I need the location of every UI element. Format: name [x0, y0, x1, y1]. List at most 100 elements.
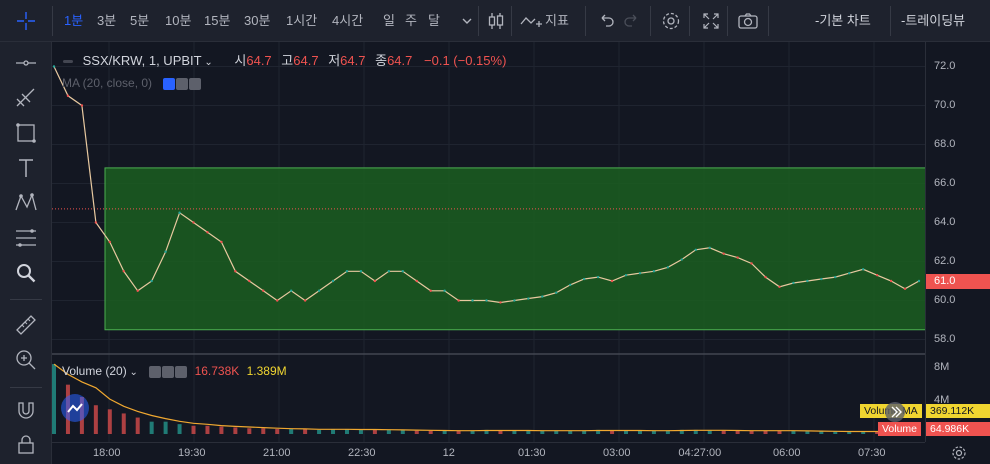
tradingview-logo-icon[interactable]: [60, 393, 90, 423]
time-tick-label: 19:30: [178, 447, 206, 459]
settings-gear-icon[interactable]: [659, 9, 683, 33]
volume-indicator-legend: Volume (20) ⌄ 16.738K 1.389M: [62, 364, 287, 378]
basic-chart-button[interactable]: -기본 차트: [815, 13, 871, 28]
close-icon[interactable]: [175, 365, 188, 378]
volume-bar: [442, 430, 447, 434]
horizontal-line-tool-icon[interactable]: [13, 50, 39, 76]
undo-icon[interactable]: [594, 9, 618, 33]
volume-bar: [107, 409, 112, 434]
time-axis[interactable]: 18:00 19:30 21:00 22:30 12 01:30 03:00 04:27:00…: [52, 442, 925, 464]
volume-indicator-label[interactable]: Volume (20): [62, 364, 127, 378]
price-tick-label: 64.0: [934, 215, 956, 228]
redo-icon[interactable]: [620, 9, 644, 33]
price-point: [861, 268, 865, 271]
price-point: [94, 221, 98, 224]
chevron-down-icon[interactable]: ⌄: [201, 57, 213, 68]
rectangle-tool-icon[interactable]: [13, 120, 39, 146]
visibility-eye-icon[interactable]: [163, 77, 176, 90]
interval-tab[interactable]: 15분: [204, 13, 231, 28]
interval-tab[interactable]: 5분: [130, 13, 150, 28]
price-point: [429, 289, 432, 292]
text-tool-icon[interactable]: [13, 155, 39, 181]
chart-settings-gear-icon[interactable]: [950, 444, 968, 462]
interval-tab[interactable]: 일: [383, 13, 395, 28]
brush-tool-icon[interactable]: [13, 85, 39, 111]
interval-tab[interactable]: 4시간: [332, 13, 364, 28]
price-point: [248, 279, 251, 283]
tradingview-button[interactable]: -트레이딩뷰: [901, 13, 966, 28]
volume-bar: [470, 430, 475, 434]
price-point: [652, 270, 656, 273]
toolbar-divider: [10, 299, 42, 300]
interval-tab[interactable]: 10분: [165, 13, 192, 28]
volume-bar: [358, 429, 363, 434]
price-point: [582, 277, 586, 281]
interval-tab[interactable]: 1시간: [286, 13, 318, 28]
price-point: [317, 289, 321, 292]
fib-retracement-tool-icon[interactable]: [13, 225, 39, 251]
volume-bar: [679, 429, 684, 434]
indicators-icon[interactable]: [519, 9, 543, 33]
volume-tick-label: 4M: [934, 394, 950, 407]
price-chart-canvas[interactable]: [52, 42, 925, 442]
price-point: [638, 272, 642, 275]
range-box-drawing: [104, 167, 925, 331]
volume-bar: [554, 430, 559, 434]
candles-icon[interactable]: [484, 9, 508, 33]
settings-gear-icon[interactable]: [162, 365, 175, 378]
crosshair-icon[interactable]: [14, 9, 38, 33]
volume-ma-value: 1.389M: [246, 364, 287, 378]
toolbar-divider: [650, 6, 651, 36]
interval-tab[interactable]: 주: [405, 13, 417, 28]
close-icon[interactable]: [189, 77, 202, 90]
toolbar-divider: [585, 6, 586, 36]
pattern-tool-icon[interactable]: [13, 190, 39, 216]
top-toolbar: 1분 3분 5분 10분 15분 30분 1시간 4시간 일 주 달 지표 -기본 차트 -트레이딩…: [0, 0, 990, 42]
settings-gear-icon[interactable]: [176, 77, 189, 90]
scroll-right-icon[interactable]: [884, 401, 906, 423]
volume-bar: [331, 429, 336, 434]
interval-tab[interactable]: 1분: [64, 13, 84, 28]
time-tick-label: 06:00: [773, 447, 801, 459]
price-point: [485, 299, 488, 302]
visibility-eye-icon[interactable]: [149, 365, 162, 378]
symbol-title[interactable]: SSX/KRW, 1, UPBIT: [82, 53, 202, 68]
price-point: [457, 299, 460, 302]
volume-bar: [275, 429, 280, 434]
indicators-button[interactable]: 지표: [545, 13, 569, 28]
volume-bar: [428, 430, 433, 434]
volume-bar: [847, 431, 852, 434]
magnet-icon[interactable]: [13, 397, 39, 423]
zoom-in-icon[interactable]: [13, 347, 39, 373]
price-point: [680, 258, 684, 261]
price-axis[interactable]: 72.0 70.0 68.0 66.0 64.0 62.0 60.0 58.0 8M 4M: [925, 42, 990, 442]
chevron-down-icon[interactable]: ⌄: [126, 367, 138, 378]
ruler-measure-icon[interactable]: [13, 312, 39, 338]
volume-ma-line: [53, 363, 919, 433]
price-point: [513, 299, 516, 302]
legend-toggle-icon[interactable]: [63, 60, 73, 64]
price-point: [722, 252, 725, 255]
price-point: [289, 289, 293, 292]
price-point: [234, 270, 237, 273]
chevron-down-icon[interactable]: [455, 9, 479, 33]
volume-bar: [317, 429, 322, 434]
interval-tab[interactable]: 30분: [244, 13, 271, 28]
interval-tab[interactable]: 3분: [97, 13, 117, 28]
volume-bar: [568, 430, 573, 434]
fullscreen-icon[interactable]: [699, 9, 723, 33]
price-point: [736, 256, 739, 259]
price-point: [108, 240, 112, 244]
lock-drawings-icon[interactable]: [13, 431, 39, 457]
camera-icon[interactable]: [736, 9, 760, 33]
price-tick-label: 68.0: [934, 137, 956, 150]
drawing-toolbar: [0, 42, 52, 464]
interval-tab[interactable]: 달: [428, 13, 440, 28]
price-point: [848, 272, 851, 275]
price-point: [569, 283, 572, 287]
ma-indicator-label[interactable]: MA (20, close, 0): [62, 76, 153, 90]
zoom-search-icon[interactable]: [13, 260, 39, 286]
volume-bar: [191, 425, 196, 434]
volume-bar: [819, 431, 824, 434]
price-point: [345, 270, 349, 273]
